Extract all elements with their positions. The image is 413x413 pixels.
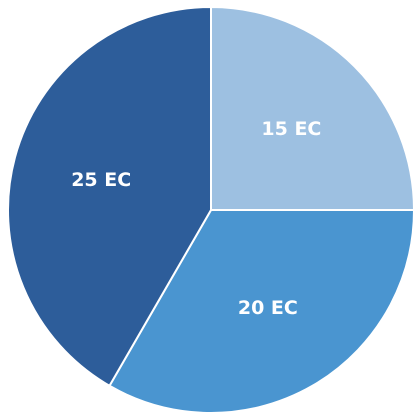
pie-slice [108,209,413,413]
pie-slice-label: 15 EC [261,118,321,140]
pie-slice [210,5,413,211]
pie-slices [7,5,413,413]
pie-slice-label: 25 EC [71,169,131,191]
pie-labels: 15 EC 20 EC 25 EC [71,118,321,319]
pie-slice-label: 20 EC [238,297,298,319]
pie-slice [7,5,212,388]
